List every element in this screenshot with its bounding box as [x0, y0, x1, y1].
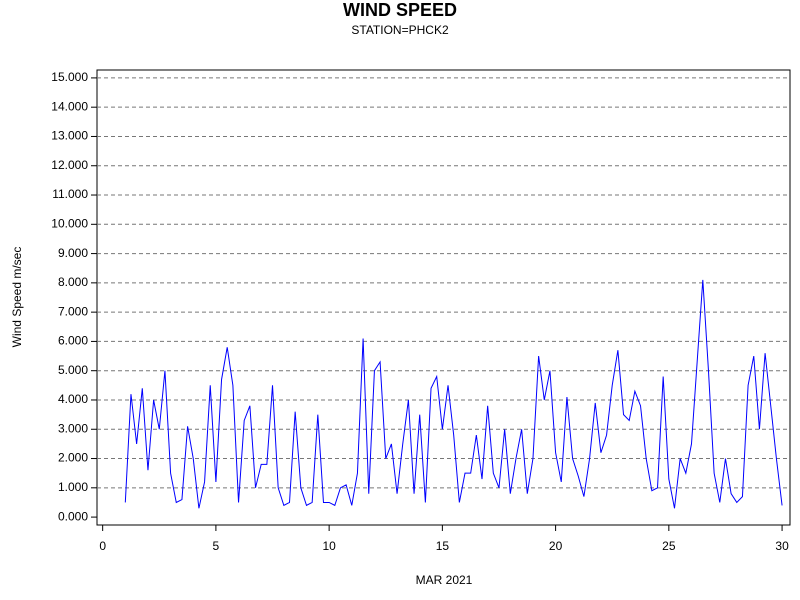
- chart-title: WIND SPEED: [343, 0, 457, 20]
- y-tick-label: 5.000: [58, 363, 88, 377]
- x-tick-label: 0: [99, 539, 106, 553]
- x-tick-label: 10: [322, 539, 336, 553]
- x-tick-label: 15: [436, 539, 450, 553]
- y-tick-label: 10.000: [51, 216, 88, 230]
- x-tick-label: 5: [213, 539, 220, 553]
- y-tick-label: 15.000: [51, 70, 88, 84]
- y-tick-label: 3.000: [58, 421, 88, 435]
- chart-subtitle: STATION=PHCK2: [351, 23, 449, 37]
- x-tick-label: 25: [662, 539, 676, 553]
- y-tick-label: 6.000: [58, 334, 88, 348]
- y-tick-label: 13.000: [51, 129, 88, 143]
- x-tick-label: 20: [549, 539, 563, 553]
- y-tick-label: 14.000: [51, 99, 88, 113]
- y-tick-label: 1.000: [58, 480, 88, 494]
- y-axis-label: Wind Speed m/sec: [10, 247, 24, 348]
- y-tick-label: 12.000: [51, 158, 88, 172]
- y-tick-label: 8.000: [58, 275, 88, 289]
- x-axis-label: MAR 2021: [416, 573, 473, 587]
- y-tick-label: 11.000: [52, 187, 88, 201]
- line-series: [124, 279, 783, 509]
- x-tick-label: 30: [775, 539, 789, 553]
- plot-frame: [96, 69, 791, 526]
- y-tick-label: 9.000: [58, 246, 88, 260]
- y-tick-label: 4.000: [58, 392, 88, 406]
- y-tick-label: 2.000: [58, 451, 88, 465]
- y-tick-label: 7.000: [58, 304, 88, 318]
- y-tick-label: 0.000: [58, 509, 88, 523]
